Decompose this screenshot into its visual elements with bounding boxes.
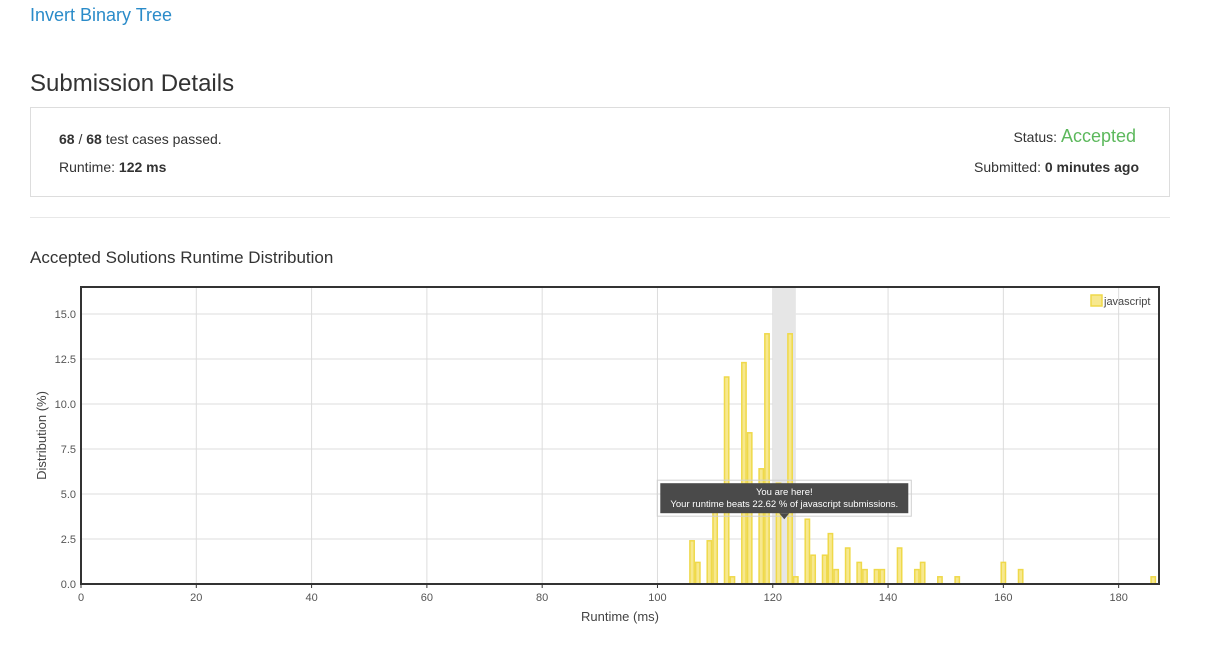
- distribution-bar[interactable]: [764, 333, 770, 585]
- passed-suffix: test cases passed.: [105, 131, 222, 147]
- runtime-summary: Runtime: 122 ms: [59, 159, 166, 175]
- x-tick-label: 160: [994, 592, 1012, 604]
- status-summary: Status: Accepted: [1013, 126, 1136, 147]
- x-tick-label: 0: [78, 592, 84, 604]
- x-axis-label: Runtime (ms): [581, 609, 659, 624]
- distribution-bar[interactable]: [1150, 576, 1157, 585]
- distribution-bar[interactable]: [862, 568, 868, 585]
- plot-area: [81, 287, 1159, 584]
- x-tick-label: 100: [648, 592, 666, 604]
- distribution-bar[interactable]: [919, 561, 926, 585]
- distribution-bar[interactable]: [706, 540, 713, 585]
- distribution-bar[interactable]: [821, 554, 828, 585]
- distribution-bar[interactable]: [810, 554, 817, 585]
- tooltip-box: [660, 483, 909, 514]
- distribution-bar[interactable]: [896, 547, 903, 585]
- runtime-value: 122 ms: [118, 159, 167, 175]
- y-tick-label: 5.0: [61, 489, 76, 501]
- x-tick-label: 80: [536, 592, 548, 604]
- chart-svg: 0 20 40 60 80 100 120 140 160 180 0.0 2.5 5.0 7.5 10.0…: [34, 286, 1160, 624]
- test-cases-summary: 68 / 68 test cases passed.: [59, 131, 222, 147]
- y-tick-label: 0.0: [61, 579, 76, 591]
- submitted-value: 0 minutes ago: [1044, 159, 1139, 175]
- submitted-summary: Submitted: 0 minutes ago: [974, 159, 1139, 175]
- runtime-distribution-chart: 0 20 40 60 80 100 120 140 160 180 0.0 2.5 5.0 7.5 10.0…: [30, 280, 1180, 630]
- page-title: Submission Details: [30, 70, 235, 97]
- x-tick-label: 60: [421, 592, 433, 604]
- y-axis-label: Distribution (%): [34, 391, 49, 480]
- distribution-bar[interactable]: [954, 576, 961, 585]
- tooltip-arrow: [779, 513, 790, 520]
- legend-label: javascript: [1103, 296, 1150, 308]
- section-title: Accepted Solutions Runtime Distribution: [30, 248, 334, 267]
- runtime-label: Runtime:: [59, 159, 116, 175]
- distribution-bar[interactable]: [827, 532, 834, 585]
- section-divider: [30, 217, 1170, 218]
- distribution-bar[interactable]: [873, 568, 880, 585]
- y-tick-label: 12.5: [55, 354, 76, 366]
- y-tick-label: 15.0: [55, 309, 76, 321]
- distribution-bar[interactable]: [804, 518, 811, 585]
- distribution-bar[interactable]: [913, 568, 920, 585]
- distribution-bar[interactable]: [879, 568, 886, 585]
- distribution-bar[interactable]: [787, 333, 793, 585]
- y-tick-label: 7.5: [61, 444, 76, 456]
- distribution-bar[interactable]: [833, 568, 840, 585]
- y-tick-label: 10.0: [55, 399, 76, 411]
- distribution-bar[interactable]: [792, 576, 799, 585]
- total-count: 68: [86, 131, 102, 147]
- status-label: Status:: [1013, 129, 1058, 145]
- legend-swatch: [1090, 294, 1103, 307]
- distribution-bar[interactable]: [729, 576, 736, 585]
- distribution-bar[interactable]: [844, 547, 851, 585]
- submitted-label: Submitted:: [974, 159, 1041, 175]
- distribution-bar[interactable]: [856, 561, 863, 585]
- x-tick-label: 40: [305, 592, 317, 604]
- x-tick-label: 180: [1109, 592, 1127, 604]
- passed-count: 68: [59, 131, 75, 147]
- y-tick-label: 2.5: [61, 534, 76, 546]
- plot-border: [80, 286, 1160, 585]
- submission-summary-panel: 68 / 68 test cases passed. Runtime: 122 …: [30, 107, 1170, 197]
- x-tick-label: 120: [764, 592, 782, 604]
- distribution-bar[interactable]: [741, 361, 747, 585]
- count-separator: /: [78, 131, 83, 147]
- distribution-bar[interactable]: [1000, 561, 1007, 585]
- tooltip-text: Your runtime beats 22.62 % of javascript…: [670, 499, 898, 510]
- x-tick-label: 140: [879, 592, 897, 604]
- distribution-bar[interactable]: [689, 540, 695, 585]
- status-badge: Accepted: [1060, 126, 1136, 146]
- distribution-bar[interactable]: [694, 561, 701, 585]
- distribution-bar[interactable]: [937, 576, 943, 585]
- problem-title-link[interactable]: Invert Binary Tree: [30, 5, 173, 25]
- tooltip-title: You are here!: [756, 487, 813, 498]
- x-tick-label: 20: [190, 592, 202, 604]
- distribution-bar[interactable]: [1017, 568, 1024, 585]
